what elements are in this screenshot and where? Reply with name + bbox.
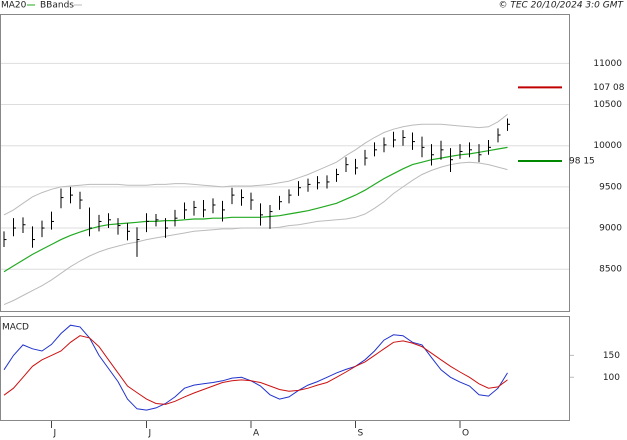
price-level-label: 107 08 <box>593 83 625 93</box>
macd-line <box>3 335 508 405</box>
y-tick-label: 10500 <box>593 100 622 110</box>
band-lower <box>3 161 508 306</box>
y-tick-label: 10000 <box>593 141 622 151</box>
y-tick-label: 150 <box>603 351 620 361</box>
x-tick-label: J <box>148 429 152 439</box>
macd-panel <box>0 316 570 421</box>
legend-label: MA20 <box>1 1 27 11</box>
x-tick-label: J <box>53 429 57 439</box>
ma-line <box>3 146 508 273</box>
y-tick-label: 11000 <box>593 59 622 69</box>
macd-title: MACD <box>2 323 29 333</box>
x-tick-label: S <box>358 429 364 439</box>
y-tick-label: 8500 <box>599 265 622 275</box>
x-tick-label: A <box>253 429 260 439</box>
source: © TEC 20/10/2024 3:0 GMT <box>498 1 624 11</box>
y-tick-label: 9000 <box>599 224 622 234</box>
main-panel <box>0 14 570 312</box>
price-level-label: 98 15 <box>569 156 595 166</box>
x-tick-label: O <box>462 429 469 439</box>
y-tick-label: 100 <box>603 373 620 383</box>
macd-line <box>3 324 508 411</box>
y-tick-label: 9500 <box>599 182 622 192</box>
band-upper <box>3 114 508 216</box>
legend-label: BBands <box>40 1 74 11</box>
